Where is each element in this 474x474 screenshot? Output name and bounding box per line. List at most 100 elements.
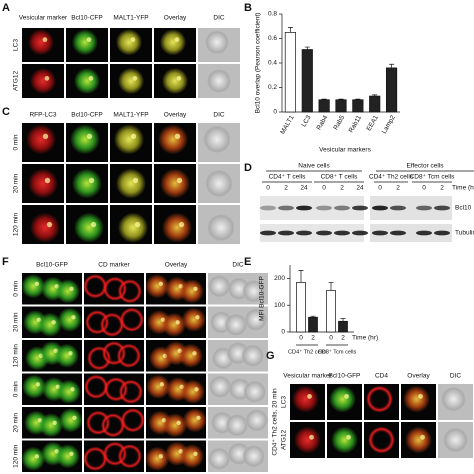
puncta	[194, 387, 199, 392]
bar	[318, 99, 330, 113]
bar	[284, 32, 297, 113]
cell	[179, 444, 204, 469]
y-axis-label: Bcl10 overlap (Pearson coefficient)	[255, 13, 262, 114]
puncta	[35, 382, 41, 387]
puncta	[34, 281, 40, 286]
y-tick-label: 0	[281, 329, 285, 336]
puncta	[130, 133, 137, 140]
puncta	[158, 454, 164, 459]
blot-band	[334, 205, 350, 211]
puncta	[86, 133, 93, 140]
puncta	[307, 394, 312, 399]
column-header: RFP-LC3	[29, 112, 56, 119]
cell-type-label: CD8⁺ Tcm cells	[410, 174, 456, 181]
column-header: DIC	[213, 15, 225, 22]
x-tick-label: EEA1	[366, 114, 381, 132]
blot-band	[416, 205, 432, 211]
cell	[116, 168, 146, 199]
cell	[405, 426, 432, 454]
cell	[30, 212, 60, 243]
column-header: Overlay	[164, 15, 187, 22]
cell	[331, 426, 358, 454]
cell	[205, 67, 233, 95]
cell	[161, 67, 189, 95]
error-bar	[310, 315, 316, 318]
cell	[114, 124, 144, 155]
row-label: 120 min	[13, 213, 20, 237]
puncta	[175, 320, 180, 325]
cell	[145, 446, 170, 471]
panel-label: C	[2, 106, 10, 118]
bar	[296, 282, 306, 333]
lane-label: 0	[266, 185, 270, 192]
row-label: ATG12	[281, 430, 288, 450]
column-header: Overlay	[407, 373, 430, 380]
lane-label: 2	[440, 185, 444, 192]
y-tick-label: 100	[274, 302, 285, 309]
blot-strip	[370, 224, 452, 242]
puncta	[34, 454, 40, 459]
puncta	[176, 420, 181, 426]
row-label: 0 min	[13, 381, 20, 397]
puncta	[174, 37, 180, 43]
blot-band	[372, 205, 388, 211]
cell	[294, 426, 321, 454]
row-label: 20 min	[13, 312, 20, 332]
cell	[145, 274, 170, 299]
error-bar	[340, 318, 346, 322]
column-header: CD marker	[98, 262, 130, 269]
cell	[178, 343, 203, 368]
cell	[207, 446, 232, 471]
y-tick-label: 200	[274, 275, 285, 282]
puncta	[344, 394, 349, 399]
x-tick-label: Rab5	[332, 114, 346, 131]
blot-label: Tubulin	[455, 230, 474, 237]
group-label: CD8⁺ Tcm cells	[318, 348, 357, 355]
row-label: 0 min	[13, 134, 20, 150]
puncta	[52, 420, 57, 426]
puncta	[192, 351, 197, 356]
lane-label: 2	[396, 185, 400, 192]
puncta	[51, 320, 56, 325]
blot-band	[278, 230, 294, 236]
x-axis-label: Time (hr)	[352, 335, 378, 342]
cell	[203, 29, 231, 56]
puncta	[159, 382, 165, 387]
row-label: 120 min	[13, 344, 20, 368]
bar	[369, 95, 381, 113]
x-tick-label: LC3	[300, 114, 312, 128]
puncta	[130, 37, 136, 43]
group-label: Naive cells	[298, 163, 330, 170]
row-label: LC3	[13, 39, 20, 51]
cell	[244, 408, 269, 433]
lane-label: 0	[378, 185, 382, 192]
error-bar	[355, 98, 361, 100]
puncta	[88, 177, 95, 184]
cell	[72, 168, 102, 199]
column-header: Bcl10-CFP	[71, 112, 102, 119]
cell	[179, 279, 204, 304]
cell	[55, 279, 80, 304]
cell	[83, 446, 108, 471]
cell	[146, 374, 171, 399]
puncta	[174, 133, 181, 140]
puncta	[176, 177, 183, 184]
cell	[207, 274, 232, 299]
puncta	[70, 387, 75, 392]
blot-band	[296, 230, 312, 236]
error-bar	[338, 98, 344, 100]
panel-label: E	[244, 256, 251, 268]
cell	[21, 274, 46, 299]
blot-band	[260, 230, 276, 236]
puncta	[44, 76, 50, 81]
column-header: Bcl10-GFP	[329, 373, 361, 380]
y-tick-label: 0.6	[268, 35, 277, 42]
y-axis-label: MFI Bcl10-GFP	[259, 276, 266, 321]
puncta	[71, 315, 76, 320]
puncta	[418, 394, 423, 399]
cell	[117, 67, 145, 95]
cell	[440, 385, 467, 413]
panel-label: B	[244, 2, 252, 14]
column-header: MALT1-YFP	[113, 112, 148, 119]
